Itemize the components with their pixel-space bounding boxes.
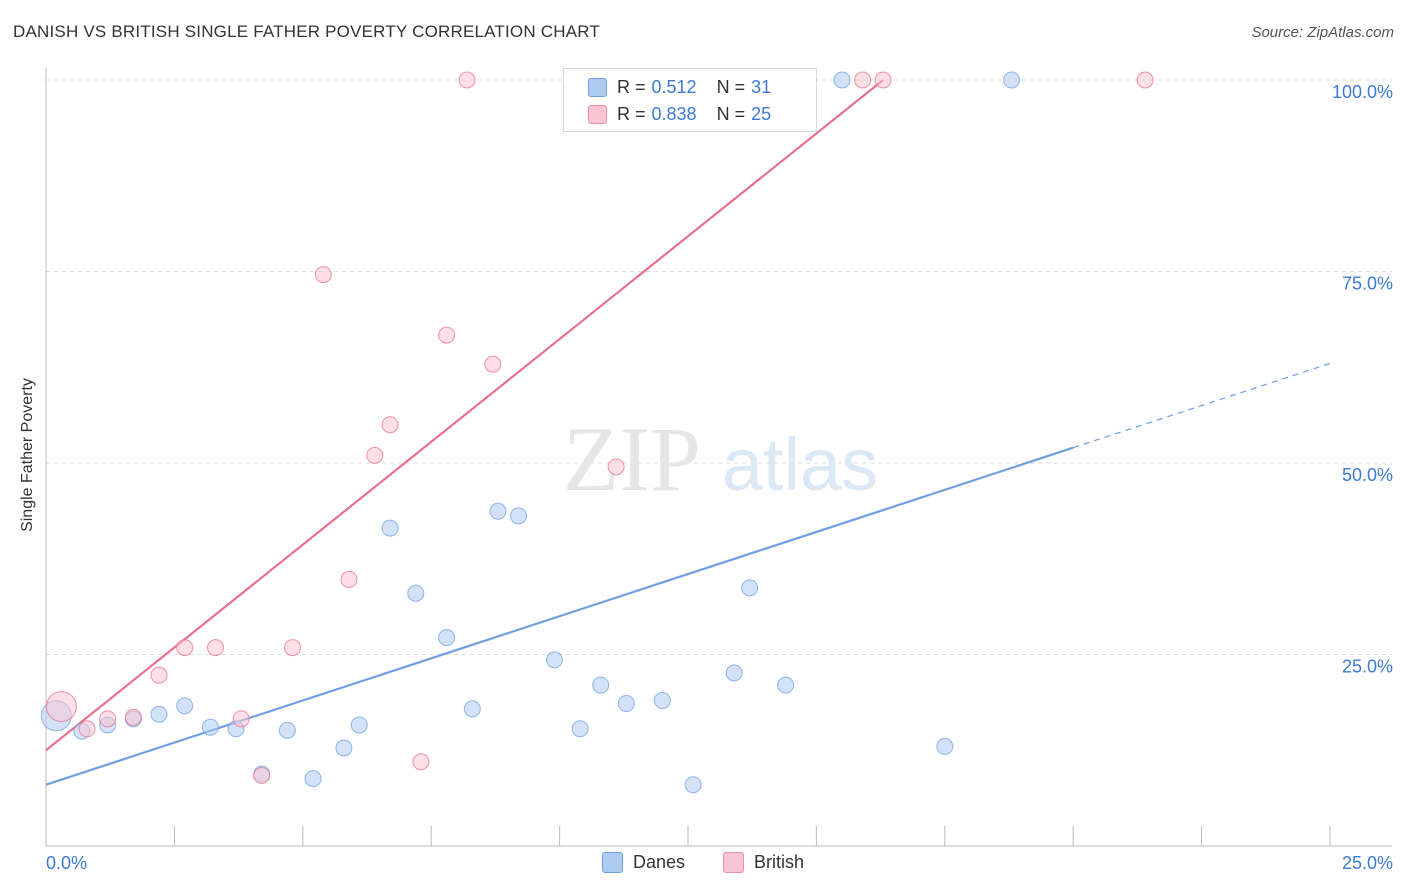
legend-row-danes: R = 0.512 N = 31 xyxy=(588,74,771,100)
british-legend-label: British xyxy=(754,852,805,872)
danes-point xyxy=(381,519,399,537)
british-point xyxy=(484,355,502,373)
danes-n-label: N = xyxy=(716,76,746,97)
legend-item-danes: Danes xyxy=(601,852,685,873)
series-legend: Danes British xyxy=(0,852,1406,873)
y-tick-label: 75.0% xyxy=(1342,274,1393,294)
danes-point xyxy=(350,716,368,734)
danes-point xyxy=(438,629,456,647)
british-point xyxy=(340,570,358,588)
axes xyxy=(45,68,1392,847)
british-point xyxy=(284,639,302,657)
danes-swatch xyxy=(588,77,607,97)
danes-point xyxy=(335,739,353,757)
watermark-atlas: atlas xyxy=(722,423,878,506)
danes-point xyxy=(463,700,481,718)
danes-trend-extension xyxy=(1073,362,1331,449)
british-point xyxy=(78,720,96,738)
danes-point xyxy=(545,651,563,669)
british-trend-line xyxy=(45,79,884,752)
danes-point xyxy=(684,776,702,794)
british-point xyxy=(124,708,142,726)
correlation-legend: R = 0.512 N = 31 R = 0.838 N = 25 xyxy=(563,68,817,132)
danes-point xyxy=(833,71,851,89)
british-point xyxy=(366,446,384,464)
danes-legend-swatch xyxy=(601,852,623,873)
british-r-value: 0.838 xyxy=(651,103,697,124)
british-point xyxy=(854,71,872,89)
danes-point xyxy=(304,770,322,788)
x-tick-label-min: 0.0% xyxy=(46,853,87,873)
british-r-label: R = xyxy=(617,103,646,124)
british-point xyxy=(607,458,625,476)
danes-point xyxy=(936,737,954,755)
british-point xyxy=(232,710,250,728)
british-point xyxy=(458,71,476,89)
danes-r-label: R = xyxy=(617,76,646,97)
british-point xyxy=(874,71,892,89)
legend-row-british: R = 0.838 N = 25 xyxy=(588,101,771,127)
british-point xyxy=(150,666,168,684)
danes-trend-line xyxy=(45,446,1074,786)
british-point xyxy=(253,767,271,785)
british-point xyxy=(206,639,224,657)
legend-item-british: British xyxy=(723,852,804,873)
british-swatch xyxy=(588,104,607,124)
danes-legend-label: Danes xyxy=(632,852,685,872)
danes-point xyxy=(150,705,168,723)
danes-point xyxy=(278,721,296,739)
watermark-zip: ZIP xyxy=(563,408,701,510)
british-point xyxy=(438,326,456,344)
danes-point xyxy=(571,720,589,738)
y-tick-label: 50.0% xyxy=(1342,465,1393,485)
danes-point xyxy=(617,695,635,713)
danes-point xyxy=(653,691,671,709)
danes-point xyxy=(201,718,219,736)
tick-labels: 25.0% 50.0% 75.0% 100.0% 0.0% 25.0% xyxy=(46,82,1393,873)
danes-point xyxy=(592,676,610,694)
danes-r-value: 0.512 xyxy=(651,76,697,97)
british-n-label: N = xyxy=(716,103,746,124)
british-point xyxy=(99,710,117,728)
british-point xyxy=(412,753,430,771)
british-point xyxy=(381,416,399,434)
danes-point xyxy=(489,502,507,520)
danes-point xyxy=(741,579,759,597)
danes-point xyxy=(176,697,194,715)
british-point xyxy=(1136,71,1154,89)
grid-lines xyxy=(46,79,1392,655)
y-tick-label: 100.0% xyxy=(1332,82,1393,102)
y-tick-label: 25.0% xyxy=(1342,657,1393,677)
danes-point xyxy=(777,676,795,694)
british-point xyxy=(176,639,194,657)
x-tick-label-max: 25.0% xyxy=(1342,853,1393,873)
danes-point xyxy=(407,584,425,602)
chart-title: DANISH VS BRITISH SINGLE FATHER POVERTY … xyxy=(13,22,600,41)
british-point xyxy=(45,691,77,723)
british-legend-swatch xyxy=(723,852,744,873)
danes-n-value: 31 xyxy=(751,76,772,97)
danes-point xyxy=(725,664,743,682)
watermark: ZIP atlas xyxy=(563,408,878,510)
british-point xyxy=(314,266,332,284)
danes-point xyxy=(510,507,528,525)
source-note: Source: ZipAtlas.com xyxy=(1251,24,1394,41)
danes-point xyxy=(1003,71,1021,89)
british-n-value: 25 xyxy=(751,103,772,124)
